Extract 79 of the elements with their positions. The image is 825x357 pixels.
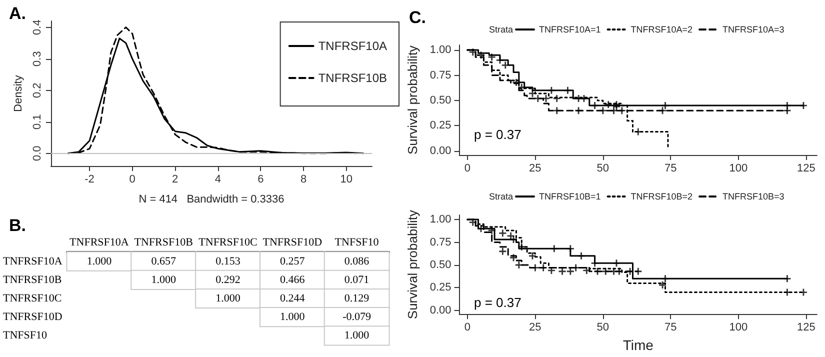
x-tick-label: 4 bbox=[214, 174, 221, 186]
x-axis-title: Time bbox=[622, 337, 654, 353]
y-tick-label: TNFRSF10C bbox=[3, 292, 62, 304]
x-tick-label: 50 bbox=[596, 322, 610, 334]
y-tick-label: TNFRSF10A bbox=[3, 255, 62, 268]
y-tick-label: 0.50 bbox=[430, 94, 452, 107]
annotation: p = 0.37 bbox=[474, 295, 522, 310]
data-label: 0.153 bbox=[216, 255, 241, 268]
chart-title: A. bbox=[9, 4, 26, 23]
x-tick-label: 0 bbox=[129, 174, 136, 186]
x-tick-label: 25 bbox=[529, 322, 542, 334]
data-label: 0.657 bbox=[151, 255, 176, 268]
x-tick-label: TNFRSF10B bbox=[134, 236, 193, 248]
y-axis-title: Density bbox=[12, 74, 25, 112]
x-tick-label: 125 bbox=[796, 162, 816, 174]
data-label: 0.466 bbox=[280, 274, 306, 286]
x-tick-label: 8 bbox=[300, 174, 307, 186]
data-label: 1.000 bbox=[86, 255, 112, 268]
y-tick-label: 0.50 bbox=[430, 259, 452, 272]
legend-title: Strata bbox=[489, 192, 514, 202]
x-axis-title: N = 414 Bandwidth = 0.3336 bbox=[138, 194, 284, 206]
y-tick-label: 0.75 bbox=[430, 69, 452, 82]
x-tick-label: 0 bbox=[464, 322, 470, 334]
legend-label: TNFRSF10A=1 bbox=[539, 24, 601, 34]
y-tick-label: 0.0 bbox=[32, 146, 44, 162]
x-tick-label: 50 bbox=[596, 162, 610, 174]
y-tick-label: TNFRSF10D bbox=[3, 311, 62, 324]
legend-label: TNFRSF10B bbox=[318, 71, 388, 85]
y-tick-label: 0.25 bbox=[430, 282, 452, 294]
x-tick-label: -2 bbox=[84, 174, 94, 186]
x-tick-label: TNFRSF10A bbox=[70, 236, 129, 248]
data-label: 0.257 bbox=[280, 255, 306, 268]
x-tick-label: 0 bbox=[464, 162, 470, 174]
y-tick-label: 0.25 bbox=[430, 120, 452, 132]
data-label: 1.000 bbox=[216, 292, 241, 304]
chart-title: C. bbox=[409, 8, 426, 27]
data-label: 1.000 bbox=[151, 274, 176, 286]
x-tick-label: TNFSF10 bbox=[334, 236, 380, 248]
y-tick-label: TNFSF10 bbox=[3, 330, 48, 342]
x-tick-label: 25 bbox=[529, 162, 542, 174]
y-tick-label: 0.00 bbox=[430, 144, 452, 157]
y-tick-label: 0.1 bbox=[32, 114, 44, 130]
y-tick-label: 0.75 bbox=[430, 236, 452, 248]
legend-label: TNFRSF10B=2 bbox=[630, 192, 693, 202]
x-tick-label: 100 bbox=[729, 162, 748, 174]
y-tick-label: 0.4 bbox=[32, 20, 44, 35]
data-label: 0.292 bbox=[216, 274, 240, 286]
x-tick-label: 2 bbox=[172, 174, 178, 186]
legend-label: TNFRSF10A=3 bbox=[722, 24, 784, 34]
y-tick-label: 0.2 bbox=[32, 82, 44, 98]
x-tick-label: 6 bbox=[258, 174, 264, 186]
data-label: 0.071 bbox=[344, 274, 370, 286]
y-tick-label: 0.00 bbox=[430, 304, 452, 316]
y-tick-label: 1.00 bbox=[430, 214, 452, 226]
x-tick-label: 125 bbox=[796, 322, 816, 334]
x-tick-label: TNFRSF10C bbox=[198, 236, 258, 248]
legend-label: TNFRSF10A bbox=[318, 39, 388, 53]
chart-title: B. bbox=[9, 216, 26, 235]
legend-label: TNFRSF10A=2 bbox=[630, 24, 693, 34]
data-label: 1.000 bbox=[280, 311, 306, 324]
annotation: p = 0.37 bbox=[474, 127, 522, 142]
legend-label: TNFRSF10B=1 bbox=[539, 192, 601, 202]
y-tick-label: TNFRSF10B bbox=[3, 274, 62, 286]
y-axis-title: Survival probability bbox=[405, 44, 420, 155]
data-label: 0.129 bbox=[344, 292, 370, 304]
x-tick-label: 10 bbox=[340, 174, 352, 186]
data-label: 0.244 bbox=[280, 292, 306, 304]
x-tick-label: 100 bbox=[729, 322, 748, 334]
data-label: 0.086 bbox=[344, 255, 370, 268]
legend-title: Strata bbox=[489, 24, 514, 34]
legend-label: TNFRSF10B=3 bbox=[722, 192, 784, 202]
x-tick-label: 75 bbox=[664, 162, 677, 174]
data-label: -0.079 bbox=[342, 311, 372, 324]
y-axis-title: Survival probability bbox=[405, 210, 420, 320]
x-tick-label: TNFRSF10D bbox=[262, 236, 322, 248]
y-tick-label: 0.3 bbox=[32, 51, 44, 66]
data-label: 1.000 bbox=[344, 330, 370, 342]
y-tick-label: 1.00 bbox=[430, 44, 452, 56]
x-tick-label: 75 bbox=[664, 322, 677, 334]
